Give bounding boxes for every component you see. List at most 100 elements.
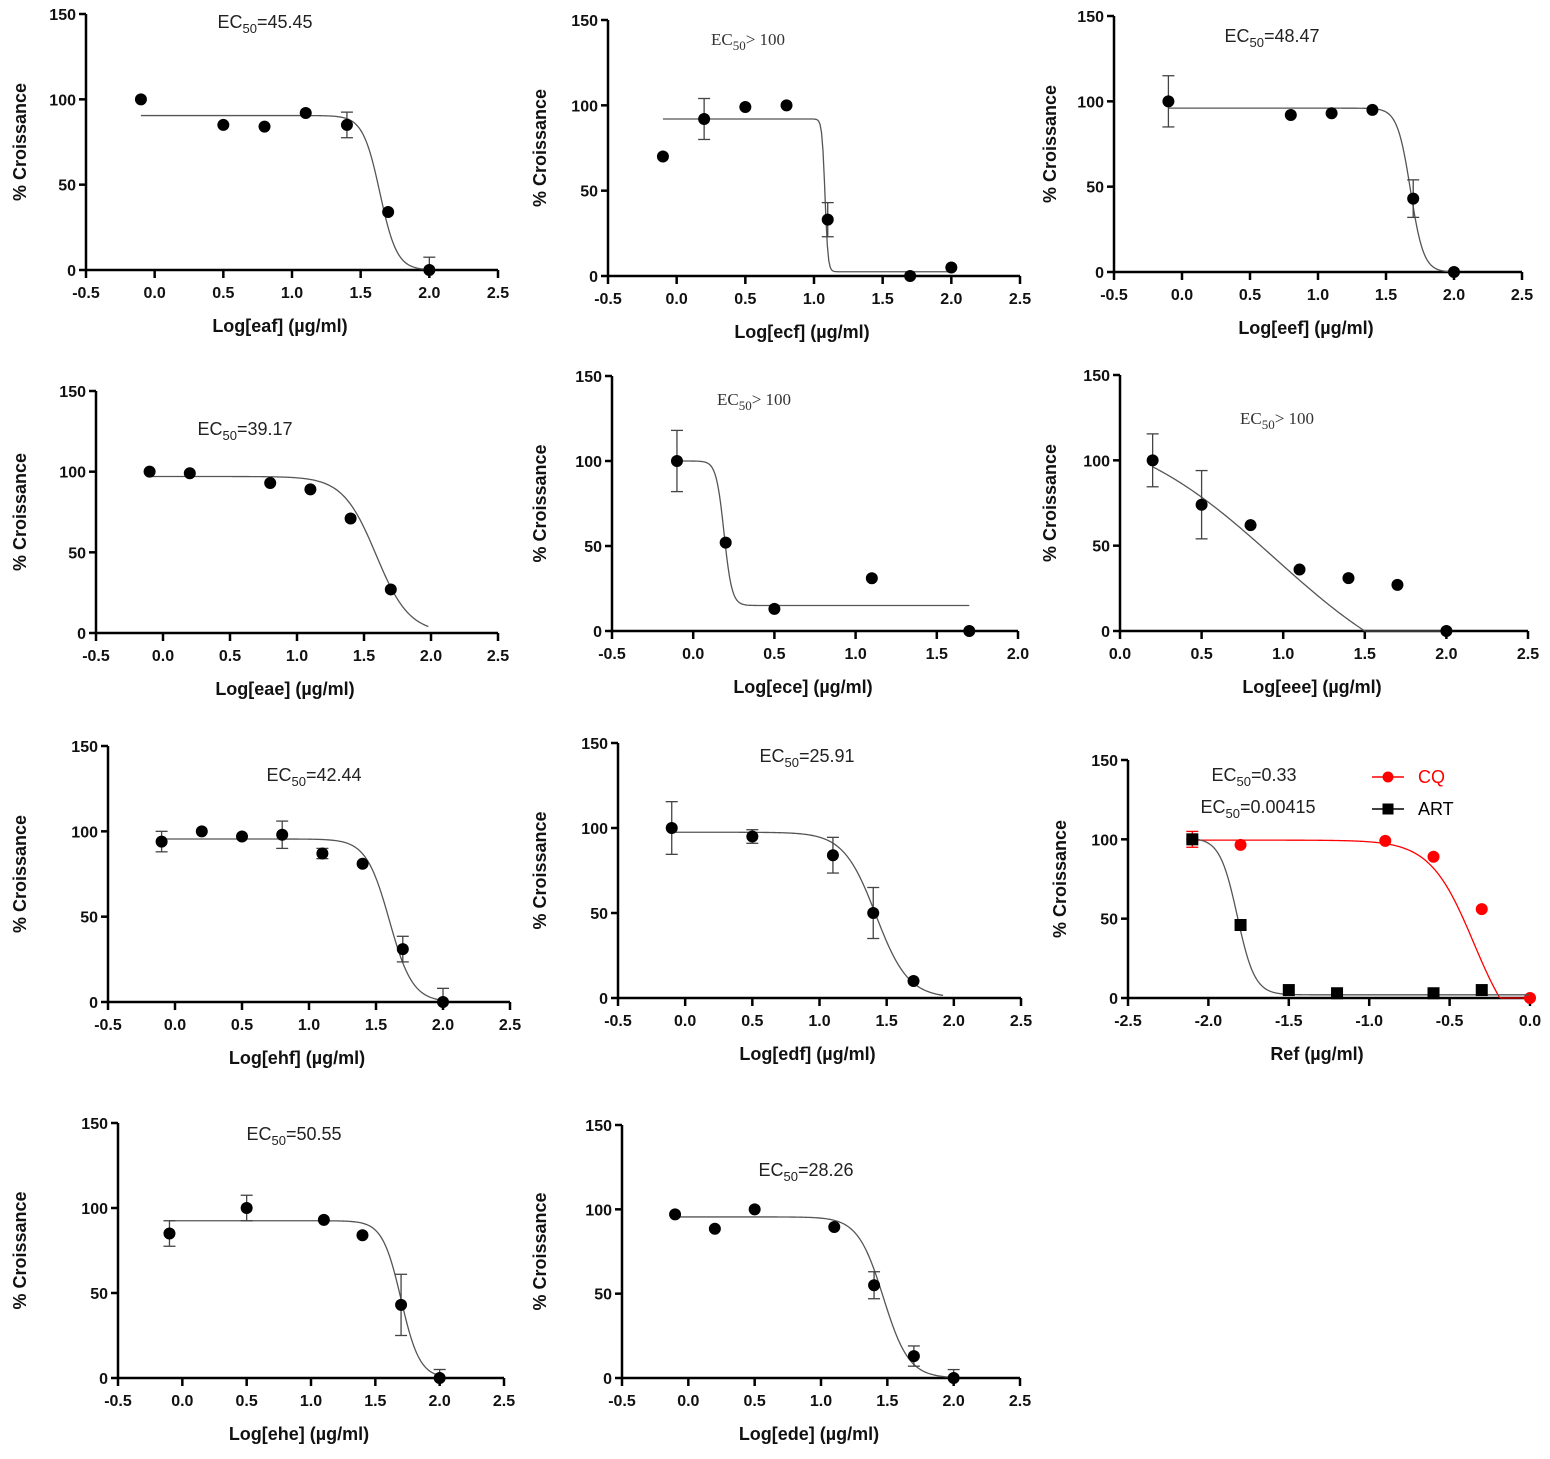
x-tick-label: 2.5	[1511, 287, 1533, 304]
legend-label-art: ART	[1418, 799, 1454, 819]
x-tick-label: 2.5	[499, 1017, 521, 1034]
x-tick-label: 0.0	[674, 1013, 696, 1030]
data-point-eee	[1293, 563, 1306, 576]
chart-panel-edf: 0 50 100 150 -0.5 0.0 0.5 1.0 1.5 2.0 2.5 Log[edf] …	[530, 736, 1032, 1064]
ec50-label: EC50> 100	[717, 390, 791, 413]
x-tick-label: 2.5	[1010, 1013, 1032, 1030]
x-tick-label: 2.0	[1435, 646, 1457, 663]
data-point-ehe	[356, 1229, 369, 1242]
y-tick-label: 100	[49, 92, 76, 109]
data-point-art	[1331, 987, 1344, 1000]
data-point-art	[1475, 984, 1488, 997]
x-tick-label: 0.5	[219, 648, 241, 665]
data-point-ede	[669, 1208, 682, 1221]
data-point-ece	[963, 625, 976, 637]
data-point-cq	[1234, 838, 1247, 851]
x-tick-label: -0.5	[598, 646, 626, 663]
y-tick-label: 50	[1092, 539, 1110, 556]
x-tick-label: 0.0	[666, 291, 688, 308]
data-point-eee	[1391, 578, 1404, 591]
chart-panel-eef: 0 50 100 150 -0.5 0.0 0.5 1.0 1.5 2.0 2.5 Log[eef] …	[1040, 9, 1533, 338]
x-tick-label: -0.5	[94, 1017, 122, 1034]
data-point-ehf	[155, 835, 168, 848]
data-point-art	[1282, 984, 1295, 997]
x-tick-label: 1.0	[1272, 646, 1294, 663]
y-axis-title: % Croissance	[1040, 85, 1060, 203]
legend-marker-art	[1382, 803, 1394, 815]
x-tick-label: -0.5	[82, 648, 110, 665]
chart-panel-ref: 0 50 100 150 -2.5 -2.0 -1.5 -1.0 -0.5 0.0 Ref (µg/…	[1050, 753, 1541, 1064]
y-tick-label: 0	[589, 269, 598, 286]
data-point-cq	[1379, 834, 1392, 847]
data-point-art	[1234, 919, 1247, 932]
data-point-ede	[828, 1221, 841, 1234]
x-tick-label: 1.5	[1375, 287, 1397, 304]
data-point-ecf	[698, 112, 711, 125]
x-axis-title: Log[eaf] (µg/ml)	[212, 316, 347, 336]
y-tick-label: 150	[1083, 368, 1110, 385]
y-axis-title: % Croissance	[10, 83, 30, 201]
fit-curve-eaf	[140, 114, 430, 271]
x-tick-label: 2.0	[420, 648, 442, 665]
x-tick-label: -0.5	[72, 285, 100, 302]
data-point-ede	[748, 1203, 761, 1216]
y-tick-label: 50	[80, 910, 98, 927]
data-point-cq	[1524, 992, 1536, 1004]
y-axis-title: % Croissance	[10, 815, 30, 933]
y-tick-label: 150	[575, 369, 602, 386]
ec50-label: EC50=50.55	[246, 1124, 341, 1148]
data-point-edf	[907, 975, 920, 987]
fit-curve-eef	[1168, 107, 1455, 273]
data-point-ede	[708, 1222, 721, 1235]
data-point-eaf	[299, 106, 312, 119]
x-tick-label: 0.5	[1190, 646, 1212, 663]
y-tick-label: 150	[585, 1118, 612, 1135]
x-tick-label: 0.0	[171, 1393, 193, 1410]
chart-panel-ecf: 0 50 100 150 -0.5 0.0 0.5 1.0 1.5 2.0 2.5 Log[ecf] …	[530, 13, 1031, 342]
x-tick-label: 2.5	[1009, 1393, 1031, 1410]
chart-panel-ehe: 0 50 100 150 -0.5 0.0 0.5 1.0 1.5 2.0 2.5 Log[ehe] …	[10, 1116, 515, 1444]
y-tick-label: 50	[584, 539, 602, 556]
data-point-eee	[1195, 498, 1208, 511]
chart-panel-eae: 0 50 100 150 -0.5 0.0 0.5 1.0 1.5 2.0 2.5 Log[eae] …	[10, 384, 509, 699]
data-point-edf	[665, 822, 678, 834]
fit-curve-ehe	[169, 1220, 440, 1377]
data-point-cq	[1427, 850, 1440, 863]
y-tick-label: 50	[580, 184, 598, 201]
x-tick-label: 1.5	[1354, 646, 1376, 663]
y-tick-label: 0	[593, 624, 602, 641]
ec50-label: EC50=45.45	[217, 12, 312, 36]
x-axis-title: Log[ece] (µg/ml)	[733, 677, 872, 697]
x-tick-label: 1.0	[810, 1393, 832, 1410]
x-tick-label: -1.5	[1275, 1013, 1303, 1030]
ec50-label: EC50=48.47	[1224, 26, 1319, 50]
x-tick-label: 1.0	[844, 646, 866, 663]
ec50-label-cq: EC50=0.33	[1211, 765, 1296, 789]
x-tick-label: 1.5	[353, 648, 375, 665]
fit-curve-art	[1192, 838, 1530, 996]
x-tick-label: 0.5	[744, 1393, 766, 1410]
x-tick-label: 0.0	[164, 1017, 186, 1034]
data-point-eaf	[217, 118, 230, 131]
data-point-eae	[384, 583, 397, 596]
y-axis-title: % Croissance	[530, 89, 550, 207]
x-tick-label: 2.0	[1007, 646, 1029, 663]
data-point-ede	[947, 1372, 960, 1384]
y-axis-title: % Croissance	[530, 444, 550, 562]
x-tick-label: 1.0	[298, 1017, 320, 1034]
x-axis-title: Log[eef] (µg/ml)	[1238, 318, 1373, 338]
y-tick-label: 150	[49, 7, 76, 24]
y-tick-label: 150	[581, 736, 608, 753]
data-point-eee	[1440, 625, 1453, 637]
y-tick-label: 150	[59, 384, 86, 401]
x-tick-label: -0.5	[594, 291, 622, 308]
y-tick-label: 100	[71, 824, 98, 841]
y-tick-label: 100	[585, 1202, 612, 1219]
data-point-eae	[143, 465, 156, 478]
data-point-ehe	[240, 1202, 253, 1214]
chart-panel-ede: 0 50 100 150 -0.5 0.0 0.5 1.0 1.5 2.0 2.5 Log[ede] …	[530, 1118, 1031, 1444]
data-point-eef	[1325, 107, 1338, 120]
x-tick-label: -0.5	[1436, 1013, 1464, 1030]
x-tick-label: 2.5	[1517, 646, 1539, 663]
